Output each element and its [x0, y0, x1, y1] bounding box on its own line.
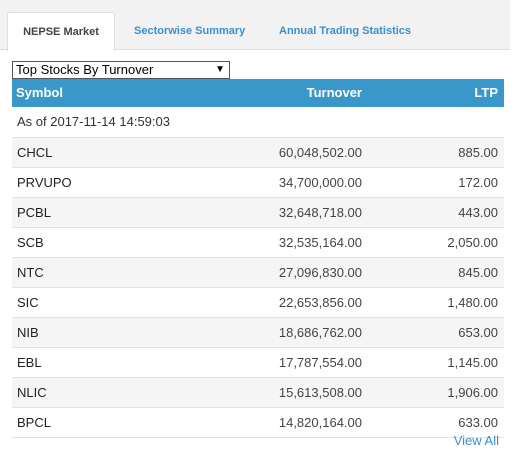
turnover-cell: 22,653,856.00	[278, 295, 362, 310]
table-header: Symbol Turnover LTP	[12, 79, 504, 107]
report-type-selected-value: Top Stocks By Turnover	[16, 62, 154, 77]
table-row: BPCL 14,820,164.00 633.00	[12, 408, 504, 438]
symbol-cell: BPCL	[17, 415, 51, 430]
top-stocks-table: Symbol Turnover LTP As of 2017-11-14 14:…	[12, 79, 504, 438]
tab-nepse-market[interactable]: NEPSE Market	[7, 12, 115, 51]
dropdown-arrow-icon: ▼	[215, 64, 225, 75]
table-row: NLIC 15,613,508.00 1,906.00	[12, 378, 504, 408]
table-row: NIB 18,686,762.00 653.00	[12, 318, 504, 348]
turnover-cell: 17,787,554.00	[278, 355, 362, 370]
turnover-cell: 18,686,762.00	[278, 325, 362, 340]
turnover-cell: 32,648,718.00	[278, 205, 362, 220]
column-header-symbol: Symbol	[16, 85, 63, 100]
table-row: SIC 22,653,856.00 1,480.00	[12, 288, 504, 318]
turnover-cell: 32,535,164.00	[278, 235, 362, 250]
column-header-ltp: LTP	[474, 85, 498, 100]
symbol-cell: SCB	[17, 235, 44, 250]
turnover-cell: 27,096,830.00	[278, 265, 362, 280]
symbol-cell: NLIC	[17, 385, 47, 400]
ltp-cell: 653.00	[458, 325, 498, 340]
symbol-cell: PCBL	[17, 205, 51, 220]
turnover-cell: 60,048,502.00	[278, 145, 362, 160]
symbol-cell: NTC	[17, 265, 44, 280]
view-all-link[interactable]: View All	[453, 433, 499, 448]
table-row: PRVUPO 34,700,000.00 172.00	[12, 168, 504, 198]
tab-sectorwise-summary[interactable]: Sectorwise Summary	[134, 25, 246, 37]
ltp-cell: 885.00	[458, 145, 498, 160]
ltp-cell: 2,050.00	[447, 235, 498, 250]
symbol-cell: EBL	[17, 355, 42, 370]
turnover-cell: 14,820,164.00	[278, 415, 362, 430]
turnover-cell: 15,613,508.00	[278, 385, 362, 400]
table-row: SCB 32,535,164.00 2,050.00	[12, 228, 504, 258]
table-row: PCBL 32,648,718.00 443.00	[12, 198, 504, 228]
ltp-cell: 443.00	[458, 205, 498, 220]
ltp-cell: 1,145.00	[447, 355, 498, 370]
table-row: CHCL 60,048,502.00 885.00	[12, 138, 504, 168]
symbol-cell: NIB	[17, 325, 39, 340]
table-row: NTC 27,096,830.00 845.00	[12, 258, 504, 288]
ltp-cell: 1,480.00	[447, 295, 498, 310]
symbol-cell: PRVUPO	[17, 175, 72, 190]
turnover-cell: 34,700,000.00	[278, 175, 362, 190]
tab-bar: NEPSE Market Sectorwise Summary Annual T…	[0, 0, 510, 51]
tab-annual-trading-statistics[interactable]: Annual Trading Statistics	[279, 25, 412, 37]
ltp-cell: 845.00	[458, 265, 498, 280]
report-type-select[interactable]: Top Stocks By Turnover ▼	[12, 61, 230, 79]
ltp-cell: 633.00	[458, 415, 498, 430]
table-body: CHCL 60,048,502.00 885.00 PRVUPO 34,700,000.…	[12, 138, 504, 438]
table-row: EBL 17,787,554.00 1,145.00	[12, 348, 504, 378]
column-header-turnover: Turnover	[306, 85, 362, 100]
as-of-timestamp: As of 2017-11-14 14:59:03	[12, 107, 504, 138]
ltp-cell: 172.00	[458, 175, 498, 190]
ltp-cell: 1,906.00	[447, 385, 498, 400]
symbol-cell: SIC	[17, 295, 39, 310]
symbol-cell: CHCL	[17, 145, 53, 160]
